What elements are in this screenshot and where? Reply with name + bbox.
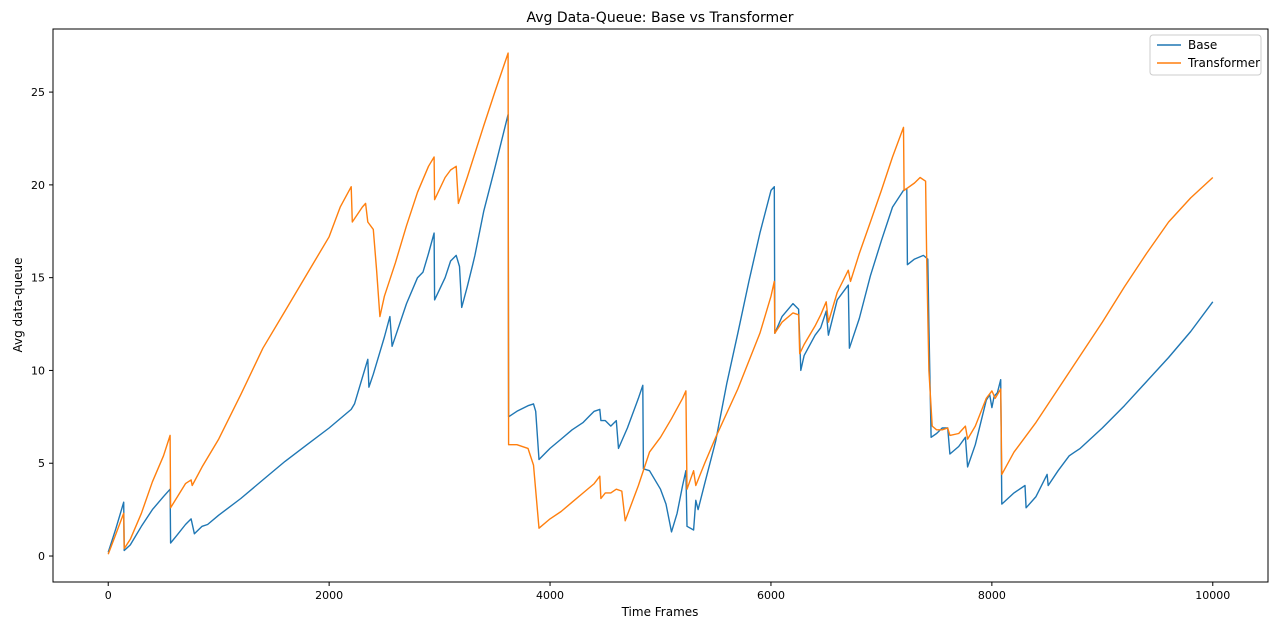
y-tick-label: 5	[38, 457, 45, 470]
y-tick-label: 25	[31, 86, 45, 99]
x-tick-label: 6000	[757, 589, 785, 602]
series-line-transformer	[107, 52, 1214, 555]
x-tick-label: 2000	[315, 589, 343, 602]
x-tick-label: 4000	[536, 589, 564, 602]
plot-area	[107, 52, 1214, 555]
legend-label-base: Base	[1188, 38, 1217, 52]
x-tick-label: 0	[105, 589, 112, 602]
legend-label-transformer: Transformer	[1187, 56, 1260, 70]
y-axis-label: Avg data-queue	[11, 258, 25, 353]
x-axis: 0 2000 4000 6000 8000 10000	[105, 582, 1230, 602]
y-tick-label: 10	[31, 364, 45, 377]
y-tick-label: 15	[31, 272, 45, 285]
x-axis-label: Time Frames	[621, 605, 699, 619]
x-tick-label: 8000	[978, 589, 1006, 602]
chart-title: Avg Data-Queue: Base vs Transformer	[526, 10, 793, 26]
y-tick-label: 20	[31, 179, 45, 192]
plot-frame	[52, 28, 1269, 583]
series-line-base	[107, 113, 1214, 553]
legend: Base Transformer	[1149, 34, 1262, 76]
y-tick-label: 0	[38, 550, 45, 563]
x-tick-label: 10000	[1195, 589, 1230, 602]
y-axis: 0 5 10 15 20 25	[31, 86, 53, 563]
